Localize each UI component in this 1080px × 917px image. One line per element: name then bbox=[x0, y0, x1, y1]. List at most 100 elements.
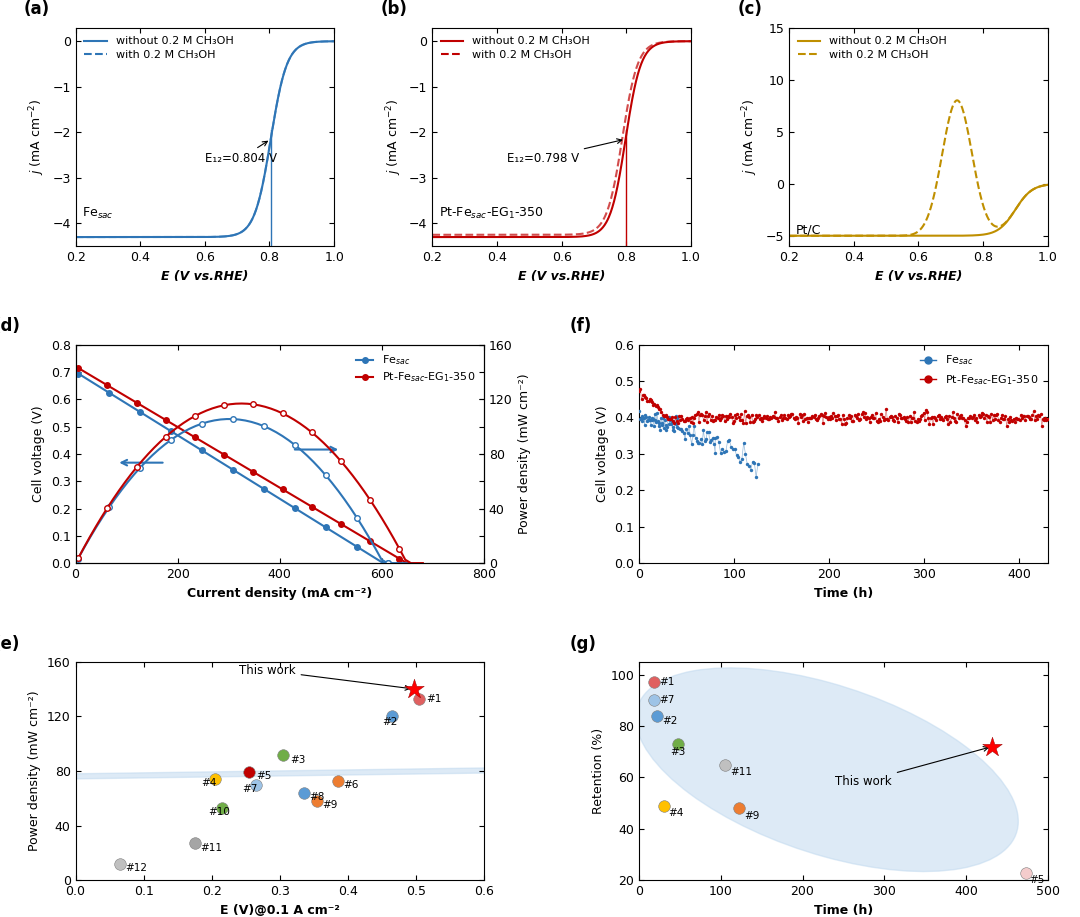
Point bbox=[917, 403, 934, 417]
Point bbox=[753, 411, 770, 425]
Point bbox=[701, 407, 718, 422]
Point bbox=[696, 433, 713, 447]
Point bbox=[791, 406, 808, 421]
Point bbox=[872, 414, 889, 428]
Text: #7: #7 bbox=[242, 784, 258, 794]
Point bbox=[989, 413, 1007, 427]
Point bbox=[904, 411, 921, 425]
Point bbox=[659, 410, 676, 425]
Point bbox=[1000, 414, 1017, 429]
Point bbox=[329, 773, 347, 788]
Point bbox=[678, 422, 696, 436]
Point bbox=[941, 408, 958, 423]
Point bbox=[1014, 409, 1031, 424]
Point bbox=[704, 431, 721, 446]
Point bbox=[816, 406, 834, 421]
Point bbox=[719, 434, 737, 448]
Point bbox=[756, 408, 773, 423]
Point bbox=[717, 408, 734, 423]
Point bbox=[686, 418, 703, 433]
Point bbox=[1008, 410, 1025, 425]
Point bbox=[994, 408, 1011, 423]
Point bbox=[784, 407, 801, 422]
Point bbox=[839, 411, 856, 425]
Point bbox=[690, 414, 707, 429]
Point bbox=[111, 856, 129, 871]
Point bbox=[648, 414, 665, 429]
Point bbox=[735, 436, 753, 450]
Point bbox=[247, 778, 265, 792]
Point bbox=[741, 410, 758, 425]
Point bbox=[811, 408, 828, 423]
Point bbox=[708, 411, 726, 425]
Point bbox=[777, 411, 794, 425]
Point bbox=[792, 410, 809, 425]
Point bbox=[770, 414, 787, 428]
Point bbox=[908, 414, 926, 429]
Point bbox=[940, 416, 957, 431]
Point bbox=[932, 410, 949, 425]
Point bbox=[678, 411, 696, 425]
Point bbox=[954, 410, 971, 425]
Point bbox=[662, 417, 679, 432]
Text: (e): (e) bbox=[0, 635, 21, 653]
Point bbox=[633, 392, 650, 406]
Point bbox=[737, 447, 754, 461]
Point bbox=[943, 410, 960, 425]
Point bbox=[949, 407, 967, 422]
Point bbox=[914, 408, 931, 423]
Point bbox=[826, 409, 843, 424]
Point bbox=[804, 409, 821, 424]
Point bbox=[831, 412, 848, 426]
Text: E₁₂=0.804 V: E₁₂=0.804 V bbox=[205, 141, 276, 165]
Point bbox=[640, 394, 658, 409]
Point bbox=[637, 409, 654, 424]
Point bbox=[699, 414, 716, 429]
Point bbox=[1026, 413, 1043, 427]
Point bbox=[732, 407, 750, 422]
Point bbox=[642, 413, 659, 427]
Point bbox=[764, 408, 781, 423]
Y-axis label: Power density (mW cm⁻²): Power density (mW cm⁻²) bbox=[518, 373, 531, 535]
Point bbox=[923, 410, 941, 425]
Point bbox=[933, 412, 950, 426]
Point bbox=[942, 414, 959, 429]
Point bbox=[670, 415, 687, 430]
Point bbox=[748, 409, 766, 424]
Point bbox=[959, 410, 976, 425]
Point bbox=[955, 411, 972, 425]
Point bbox=[793, 408, 810, 423]
X-axis label: Time (h): Time (h) bbox=[813, 587, 873, 600]
Point bbox=[715, 408, 732, 423]
Point bbox=[856, 405, 874, 420]
Point bbox=[734, 416, 752, 431]
Point bbox=[837, 416, 854, 431]
Point bbox=[1027, 409, 1044, 424]
Point bbox=[772, 408, 789, 423]
Point bbox=[762, 411, 780, 425]
Point bbox=[1001, 409, 1018, 424]
Point bbox=[820, 409, 837, 424]
Point bbox=[1013, 411, 1030, 425]
Point bbox=[643, 417, 660, 432]
Point bbox=[663, 414, 680, 429]
Point bbox=[987, 407, 1004, 422]
Point bbox=[851, 413, 868, 427]
Point bbox=[653, 416, 671, 431]
X-axis label: E (V vs.RHE): E (V vs.RHE) bbox=[161, 270, 248, 282]
Point bbox=[895, 410, 913, 425]
Point bbox=[718, 412, 735, 426]
Point bbox=[927, 411, 944, 425]
Point bbox=[877, 402, 894, 416]
Point bbox=[773, 413, 791, 427]
Point bbox=[950, 410, 968, 425]
Point bbox=[673, 409, 690, 424]
Legend: Fe$_{sac}$, Pt-Fe$_{sac}$-EG$_1$-350: Fe$_{sac}$, Pt-Fe$_{sac}$-EG$_1$-350 bbox=[353, 350, 478, 388]
Point bbox=[1038, 413, 1055, 427]
Point bbox=[650, 419, 667, 434]
Point bbox=[645, 418, 662, 433]
Point bbox=[694, 413, 712, 427]
Point bbox=[214, 801, 231, 815]
Point bbox=[997, 409, 1014, 424]
Point bbox=[651, 423, 669, 437]
